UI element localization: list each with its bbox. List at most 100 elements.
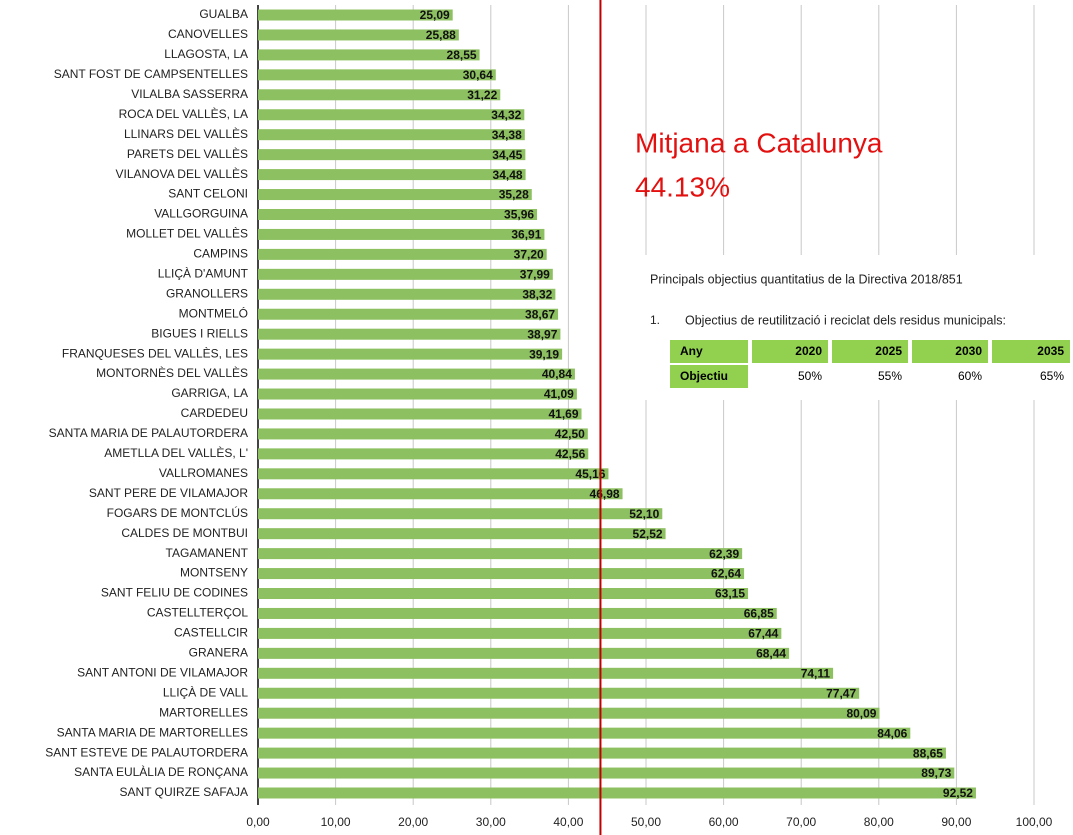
category-label: SANT PERE DE VILAMAJOR	[89, 486, 248, 500]
table-header: Any	[680, 344, 703, 358]
category-label: MARTORELLES	[159, 705, 248, 719]
x-tick-label: 50,00	[631, 815, 661, 829]
bar	[258, 288, 556, 300]
bar	[258, 268, 553, 280]
value-label: 88,65	[913, 746, 943, 760]
category-label: MONTMELÓ	[179, 305, 248, 320]
value-label: 41,69	[548, 407, 578, 421]
category-label: SANT ESTEVE DE PALAUTORDERA	[45, 745, 248, 759]
value-label: 42,56	[555, 447, 585, 461]
inset-item-number: 1.	[650, 313, 660, 327]
category-label: CASTELLTERÇOL	[147, 606, 248, 620]
category-label: MONTSENY	[180, 566, 248, 580]
bar	[258, 448, 589, 460]
category-label: SANT CELONI	[168, 187, 248, 201]
value-label: 67,44	[748, 627, 778, 641]
reference-label: 44.13%	[635, 171, 730, 202]
bar	[258, 248, 547, 260]
x-tick-label: 0,00	[246, 815, 270, 829]
bar	[258, 568, 745, 580]
bar	[258, 169, 526, 181]
x-tick-label: 40,00	[553, 815, 583, 829]
value-label: 35,28	[499, 188, 529, 202]
bar	[258, 607, 777, 619]
value-label: 37,99	[520, 268, 550, 282]
value-label: 39,19	[529, 347, 559, 361]
value-label: 77,47	[826, 686, 856, 700]
bar	[258, 348, 563, 360]
category-label: CANOVELLES	[168, 27, 248, 41]
value-label: 35,96	[504, 208, 534, 222]
bar	[258, 727, 911, 739]
bar	[258, 29, 459, 41]
bar	[258, 687, 860, 699]
category-label: SANT FOST DE CAMPSENTELLES	[54, 67, 248, 81]
value-label: 25,88	[426, 28, 456, 42]
value-label: 40,84	[542, 367, 572, 381]
category-label: ROCA DEL VALLÈS, LA	[119, 106, 248, 121]
category-label: SANT FELIU DE CODINES	[101, 586, 248, 600]
category-label: VILANOVA DEL VALLÈS	[115, 166, 248, 181]
bar	[258, 368, 575, 380]
bar	[258, 49, 480, 61]
category-label: BIGUES I RIELLS	[151, 326, 248, 340]
category-label: MOLLET DEL VALLÈS	[126, 226, 248, 241]
inset-item: Objectius de reutilització i reciclat de…	[685, 313, 1006, 327]
value-label: 45,16	[575, 467, 605, 481]
table-cell: 55%	[878, 369, 902, 383]
bar	[258, 189, 532, 201]
bar	[258, 69, 496, 81]
bar	[258, 667, 834, 679]
reference-label: Mitjana a Catalunya	[635, 127, 883, 158]
table-header: 2035	[1037, 344, 1064, 358]
value-label: 42,50	[555, 427, 585, 441]
value-label: 63,15	[715, 587, 745, 601]
category-label: LLINARS DEL VALLÈS	[124, 126, 248, 141]
x-tick-label: 80,00	[864, 815, 894, 829]
bar	[258, 89, 501, 101]
value-label: 92,52	[943, 786, 973, 800]
category-label: GUALBA	[199, 7, 248, 21]
bar	[258, 109, 525, 121]
category-label: LLAGOSTA, LA	[164, 47, 248, 61]
table-cell: 50%	[798, 369, 822, 383]
bar	[258, 627, 782, 639]
value-label: 74,11	[801, 666, 831, 680]
value-label: 36,91	[511, 228, 541, 242]
value-label: 52,52	[633, 527, 663, 541]
category-label: FRANQUESES DEL VALLÈS, LES	[62, 345, 248, 360]
value-label: 25,09	[420, 8, 450, 22]
bar	[258, 149, 526, 161]
bar	[258, 588, 749, 600]
category-label: VILALBA SASSERRA	[131, 87, 248, 101]
bar	[258, 408, 582, 420]
table-header: 2025	[875, 344, 902, 358]
bar	[258, 388, 577, 400]
value-label: 28,55	[447, 48, 477, 62]
value-label: 62,64	[711, 567, 741, 581]
table-header: 2030	[955, 344, 982, 358]
table-cell: 65%	[1040, 369, 1064, 383]
bar	[258, 548, 743, 560]
value-label: 66,85	[744, 607, 774, 621]
category-label: PARETS DEL VALLÈS	[127, 146, 248, 161]
table-header-cell	[670, 340, 748, 363]
bar	[258, 767, 955, 779]
value-label: 38,97	[527, 327, 557, 341]
value-label: 37,20	[514, 248, 544, 262]
x-tick-label: 90,00	[941, 815, 971, 829]
value-label: 38,67	[525, 307, 555, 321]
bar	[258, 488, 623, 500]
category-label: AMETLLA DEL VALLÈS, L'	[104, 445, 248, 460]
category-label: SANTA MARIA DE PALAUTORDERA	[49, 426, 248, 440]
category-label: VALLGORGUINA	[154, 207, 248, 221]
bar	[258, 647, 790, 659]
table-header: 2020	[795, 344, 822, 358]
table-header-cell	[752, 340, 828, 363]
bar	[258, 328, 561, 340]
category-label: VALLROMANES	[159, 466, 248, 480]
category-label: TAGAMANENT	[166, 546, 249, 560]
table-header-cell	[992, 340, 1070, 363]
inset-title: Principals objectius quantitatius de la …	[650, 272, 963, 286]
